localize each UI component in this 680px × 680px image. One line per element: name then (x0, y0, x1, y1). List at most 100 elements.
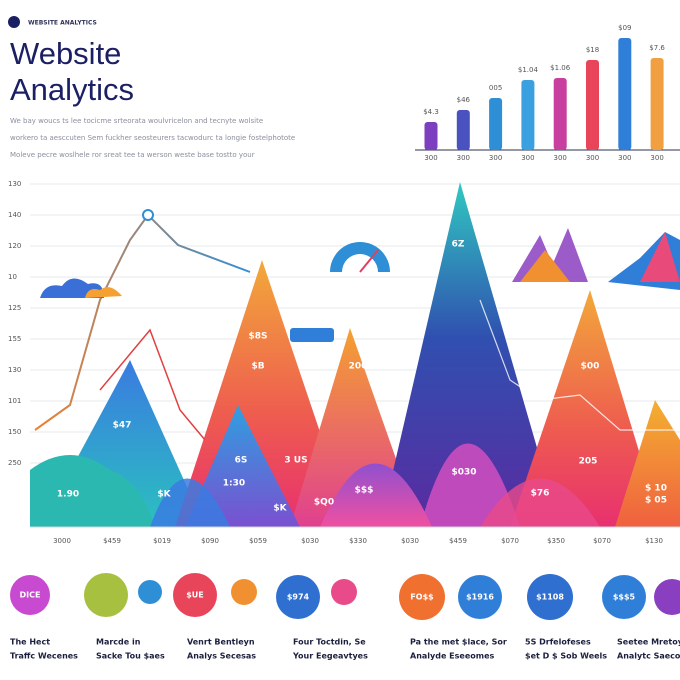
y-label: 130 (8, 366, 21, 374)
peak-label: $$$ (355, 486, 374, 496)
caption: Your Eegeavtyes (292, 652, 368, 661)
stat-circle (231, 579, 257, 605)
caption: Sacke Tou $aes (96, 652, 165, 661)
mountain (615, 400, 680, 527)
mountain (380, 182, 560, 527)
bar (424, 122, 438, 150)
peak-label: $00 (581, 362, 600, 372)
bar-label: $7.6 (649, 44, 665, 52)
peak-label: $ 05 (645, 496, 667, 506)
bar (586, 60, 599, 150)
bar-label: 005 (489, 84, 502, 92)
bar-axis-label: 300 (586, 154, 599, 162)
bar-label: $09 (618, 24, 631, 32)
mountain (510, 290, 662, 527)
caption: The Hect (10, 638, 50, 647)
description: Moleve pecre woslhele ror sreat tee ta w… (10, 151, 255, 159)
stat-circle (399, 574, 445, 620)
bar-axis-label: 300 (457, 154, 470, 162)
trend-line (34, 213, 251, 431)
stat-label: DICE (20, 591, 41, 600)
x-label: $130 (645, 537, 663, 545)
y-label: 120 (8, 242, 21, 250)
caption: Marcde in (96, 638, 141, 647)
bar-axis-label: 300 (489, 154, 502, 162)
peak-label: 1.90 (57, 490, 79, 500)
x-label: $019 (153, 537, 171, 545)
peak-label: $030 (451, 468, 476, 478)
badge (290, 328, 334, 342)
y-label: 125 (8, 304, 21, 312)
gauge-needle (359, 249, 379, 273)
caption: 5S Drfelofeses (525, 638, 591, 647)
bar (618, 38, 632, 150)
peak-label: 205 (579, 457, 598, 467)
stat-circle (84, 573, 128, 617)
caption: Analytc Saecoe (617, 652, 680, 661)
stat-circle (276, 575, 320, 619)
y-label: 130 (8, 180, 21, 188)
bar-axis-label: 300 (521, 154, 534, 162)
mountain (30, 455, 155, 527)
mountain (185, 405, 300, 527)
stat-label: FO$$ (410, 593, 434, 602)
caption: Analys Secesas (187, 652, 256, 661)
bar-axis-label: 300 (554, 154, 567, 162)
mountain (320, 463, 432, 527)
y-label: 150 (8, 428, 21, 436)
peak-label: $ 10 (645, 484, 667, 494)
caption: Pa the met $lace, Sor (410, 638, 507, 647)
title: Analytics (10, 72, 134, 107)
bar (650, 58, 664, 150)
brand: WEBSITE ANALYTICS (28, 20, 97, 27)
caption: Seetee Mretoyto (617, 638, 680, 647)
peak-label: $K (273, 504, 287, 514)
description: workero ta aesccuten Sem fuckher seosteu… (10, 134, 295, 142)
mini-chart (520, 250, 570, 282)
y-label: 250 (8, 459, 21, 467)
x-label: $090 (201, 537, 219, 545)
bar-label: $46 (457, 96, 471, 104)
peak-label: 6S (235, 456, 248, 466)
caption: Traffc Wecenes (10, 652, 78, 661)
x-label: $070 (593, 537, 611, 545)
stat-circle (527, 574, 573, 620)
peak-label: $B (251, 362, 264, 372)
mini-chart (640, 232, 680, 282)
stat-label: $974 (287, 593, 310, 602)
x-label: $350 (547, 537, 565, 545)
y-label: 155 (8, 335, 21, 343)
peak-label: $8S (248, 332, 267, 342)
x-label: $030 (401, 537, 419, 545)
bar-label: $1.06 (550, 64, 571, 72)
gauge (342, 254, 378, 272)
title: Website (10, 36, 121, 71)
cloud (85, 287, 122, 298)
mountain (480, 478, 600, 527)
caption: $et D $ Sob Weels (525, 652, 607, 661)
x-label: $459 (103, 537, 121, 545)
stat-label: $UE (186, 591, 204, 600)
stat-circle (654, 579, 680, 615)
bar (489, 98, 503, 150)
bar-label: $4.3 (423, 108, 439, 116)
stat-circle (458, 575, 502, 619)
logo (8, 16, 20, 28)
x-label: $330 (349, 537, 367, 545)
stat-circle (602, 575, 646, 619)
y-label: 10 (8, 273, 17, 281)
peak-label: 6Z (452, 240, 465, 250)
bar-axis-label: 300 (618, 154, 631, 162)
bar (456, 110, 470, 150)
description: We bay woucs ts lee tocicme srteorata wo… (10, 117, 263, 125)
bar (553, 78, 567, 150)
peak-label: $K (157, 490, 171, 500)
peak-label: 3 US (284, 456, 307, 466)
stat-label: $$$5 (613, 593, 636, 602)
bar-axis-label: 300 (650, 154, 663, 162)
stat-label: $1108 (536, 593, 564, 602)
bar (521, 80, 535, 150)
trend-line (99, 328, 206, 441)
